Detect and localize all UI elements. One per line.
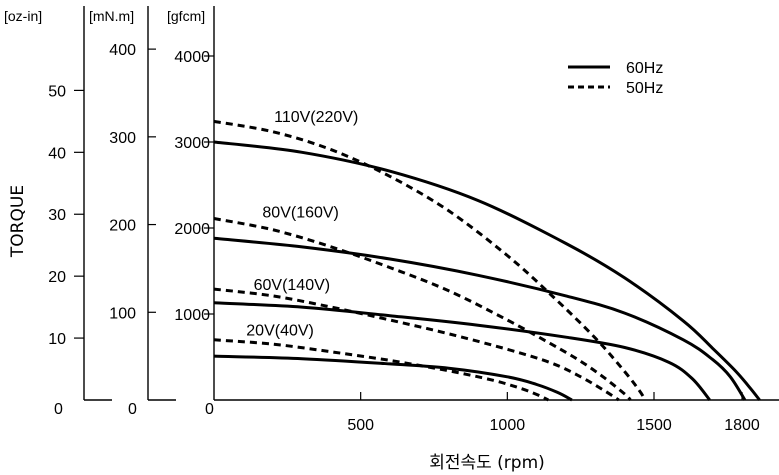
legend-label-60hz: 60Hz xyxy=(626,60,663,77)
x-tick-label: 500 xyxy=(347,417,374,434)
y-axis-title: TORQUE xyxy=(8,185,28,258)
curve-60v-140v-50hz xyxy=(213,287,620,402)
voltage-label: 110V(220V) xyxy=(274,109,358,126)
y-tick-label: 400 xyxy=(109,42,136,59)
labels-layer: 110V(220V) 80V(160V) 60V(140V) 20V(40V) xyxy=(246,109,358,339)
curve-80v-160v-50hz xyxy=(213,217,632,402)
curve-60v-140v-60hz xyxy=(213,301,711,401)
legend: 60Hz 50Hz xyxy=(568,60,663,97)
y-tick-label: 20 xyxy=(48,269,66,286)
curve-110v-220v-60hz xyxy=(213,140,761,401)
x-tick-label: 1000 xyxy=(490,417,526,434)
y-tick-label: 1000 xyxy=(174,307,210,324)
x-axis-title: 회전속도 (rpm) xyxy=(429,453,545,473)
y-axis-unit-3: [gfcm] xyxy=(167,8,205,24)
x-tick-label: 1500 xyxy=(636,417,672,434)
curve-20v-40v-50hz xyxy=(213,338,550,402)
y-tick-label: 3000 xyxy=(174,135,210,152)
y-tick-label: 50 xyxy=(48,83,66,100)
y-axis-zero-label-2: 0 xyxy=(128,401,137,418)
y-tick-label: 2000 xyxy=(174,221,210,238)
y-tick-label: 40 xyxy=(48,145,66,162)
curve-80v-160v-60hz xyxy=(213,236,747,401)
voltage-label: 60V(140V) xyxy=(254,277,331,294)
y-tick-label: 4000 xyxy=(174,49,210,66)
y-axis-zero-label-1: 0 xyxy=(54,401,63,418)
voltage-label: 20V(40V) xyxy=(246,323,314,340)
curve-20v-40v-60hz xyxy=(213,354,573,402)
curves-layer xyxy=(213,119,761,402)
axes-layer: [oz-in] 0 10 20 30 40 50 [mN.m] 0 100 200 300 400 [gf… xyxy=(4,6,779,473)
y-axis-unit-1: [oz-in] xyxy=(4,8,42,24)
x-tick-label: 1800 xyxy=(724,417,760,434)
y-tick-label: 30 xyxy=(48,207,66,224)
voltage-label: 80V(160V) xyxy=(262,205,339,222)
y-tick-label: 10 xyxy=(48,331,66,348)
y-tick-label: 200 xyxy=(109,218,136,235)
y-axis-zero-label-3: 0 xyxy=(205,401,214,418)
legend-label-50hz: 50Hz xyxy=(626,80,663,97)
y-tick-label: 300 xyxy=(109,130,136,147)
y-axis-unit-2: [mN.m] xyxy=(89,8,134,24)
y-tick-label: 100 xyxy=(109,305,136,322)
